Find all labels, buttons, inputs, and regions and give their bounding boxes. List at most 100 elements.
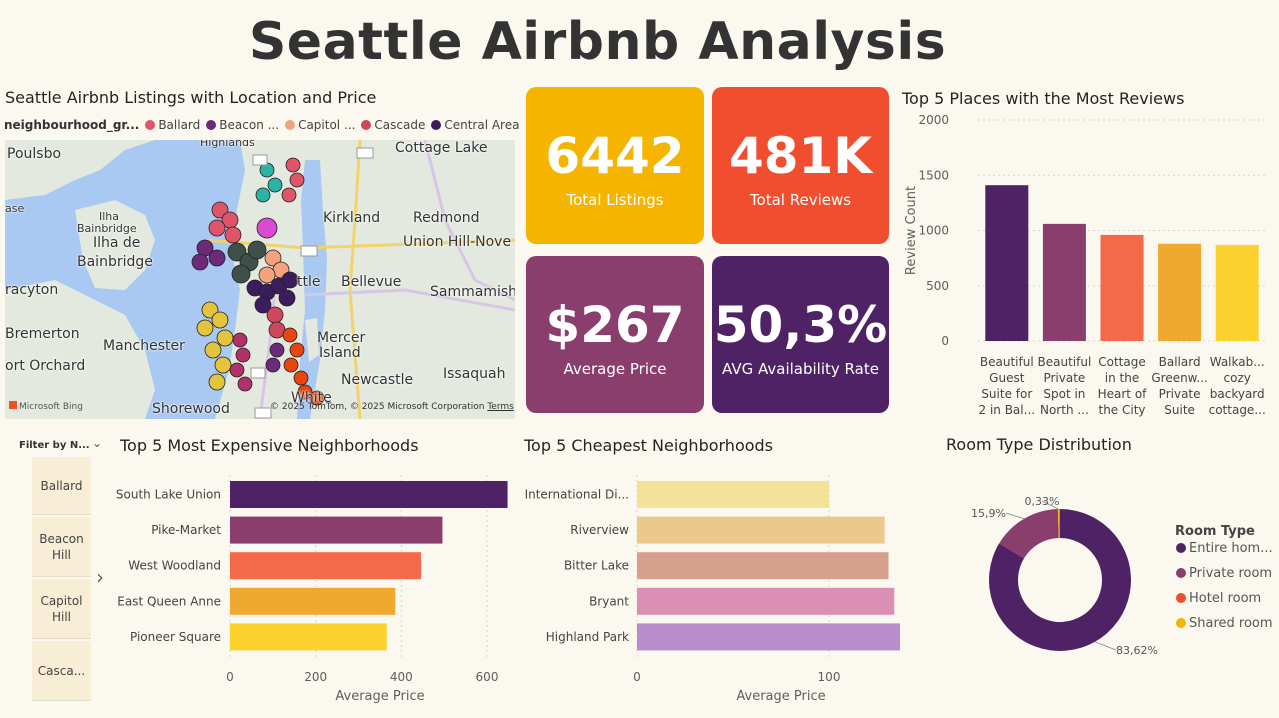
map-place: White (291, 390, 332, 406)
slicer-item-cascade[interactable]: Casca... (32, 641, 91, 701)
legend-label[interactable]: Beacon ... (219, 118, 280, 132)
legend-label: Entire hom... (1189, 541, 1273, 556)
total-listings-card: 6442 Total Listings (526, 87, 704, 244)
x-tick-label: 0 (633, 670, 641, 684)
leader-line (1094, 641, 1117, 651)
donut-slice (1057, 509, 1060, 539)
x-axis-title: Average Price (736, 689, 825, 704)
map-place: Shorewood (152, 401, 230, 417)
x-axis-title: Average Price (335, 689, 424, 704)
x-tick-label: cottage... (1209, 403, 1266, 417)
legend-label[interactable]: Cascade (374, 118, 426, 132)
leader-line (1041, 500, 1059, 510)
bar (637, 516, 885, 544)
card-value: $267 (545, 296, 685, 354)
y-tick-label: Bitter Lake (564, 559, 629, 573)
cheapest-chart-title: Top 5 Cheapest Neighborhoods (524, 436, 774, 455)
x-tick-label: Greenw... (1151, 371, 1208, 385)
legend-label[interactable]: Ballard (158, 118, 201, 132)
room-type-chart[interactable]: 83,62% 15,9% 0,33% Room Type Entire hom... Pr… (940, 470, 1275, 670)
map-place: Bremerton (5, 326, 80, 342)
x-tick-label: Suite (1164, 403, 1195, 417)
x-tick-label: 200 (304, 670, 327, 684)
data-label: 15,9% (971, 507, 1006, 520)
x-tick-label: Beautiful (980, 355, 1034, 369)
x-tick-label: 0 (226, 670, 234, 684)
legend-label: Hotel room (1189, 591, 1261, 606)
legend-dot (1176, 618, 1186, 628)
terms-link[interactable]: Terms (487, 402, 514, 412)
map-place: Issaquah (443, 366, 506, 382)
y-tick-label: Pioneer Square (130, 630, 221, 644)
legend-title: Room Type (1175, 524, 1255, 539)
data-label: 0,33% (1025, 495, 1060, 508)
legend-dot (285, 120, 296, 130)
bar (1215, 244, 1259, 341)
x-tick-label: Guest (989, 371, 1025, 385)
bar (230, 623, 387, 651)
x-tick-label: Private (1043, 371, 1085, 385)
legend-dot (431, 120, 442, 130)
bar (1042, 223, 1086, 341)
y-tick-label: East Queen Anne (117, 594, 221, 608)
map-place: Cottage Lake (395, 140, 488, 156)
average-price-card: $267 Average Price (526, 256, 704, 413)
y-tick-label: 1000 (918, 224, 949, 238)
bar (1100, 234, 1144, 341)
slicer-item-ballard[interactable]: Ballard (32, 457, 91, 515)
card-value: 6442 (545, 127, 685, 185)
card-label: Average Price (563, 360, 667, 378)
card-value: 481K (728, 127, 873, 185)
x-tick-label: cozy (1224, 371, 1251, 385)
x-tick-label: in the (1105, 371, 1139, 385)
map-place: Ilha de (93, 235, 141, 251)
legend-label: Private room (1189, 566, 1272, 581)
chevron-down-icon[interactable]: ⌄ (92, 436, 103, 450)
x-tick-label: 100 (818, 670, 841, 684)
listings-map[interactable]: Poulsbo Highlands Cottage Lake ase Ilha … (5, 140, 515, 419)
bar (230, 552, 422, 580)
map-place: Redmond (413, 210, 480, 226)
x-tick-label: Private (1159, 387, 1201, 401)
chevron-right-icon[interactable]: › (96, 565, 104, 589)
map-place: racyton (5, 282, 59, 298)
legend-dot (361, 120, 372, 130)
map-basemap (5, 140, 515, 419)
x-tick-label: the City (1098, 403, 1145, 417)
map-place: Bainbridge (77, 222, 137, 235)
card-value: 50,3% (713, 296, 888, 354)
map-place: Island (319, 345, 361, 361)
y-tick-label: Riverview (570, 523, 629, 537)
cheapest-chart[interactable]: 0 100 International Di... Riverview Bitter L… (520, 470, 915, 710)
legend-dot (145, 120, 156, 130)
map-place: ort Orchard (5, 358, 86, 374)
reviews-chart[interactable]: 0 500 1000 1500 2000 Review Count Beautiful Gue… (898, 110, 1274, 425)
map-place: Kirkland (323, 210, 381, 226)
bar (230, 481, 508, 508)
map-place: Newcastle (341, 372, 414, 388)
y-tick-label: South Lake Union (116, 488, 221, 502)
bar (637, 587, 895, 615)
map-legend-title: neighbourhood_gr... (4, 118, 140, 132)
expensive-chart[interactable]: 0 200 400 600 South Lake Union Pike-Market Wes… (110, 470, 520, 710)
y-axis-title: Review Count (904, 186, 919, 275)
y-tick-label: Pike-Market (151, 523, 221, 537)
page-title: Seattle Airbnb Analysis (248, 12, 947, 72)
availability-rate-card: 50,3% AVG Availability Rate (712, 256, 889, 413)
legend-dot (1176, 593, 1186, 603)
map-legend: neighbourhood_gr... Ballard Beacon ... Capi… (4, 118, 539, 132)
slicer-item-capitol-hill[interactable]: Capitol Hill (32, 579, 91, 639)
map-place: ttle (297, 274, 321, 290)
bar (1158, 243, 1202, 341)
y-tick-label: West Woodland (128, 559, 221, 573)
card-label: Total Listings (566, 191, 664, 209)
legend-label[interactable]: Capitol ... (298, 118, 356, 132)
legend-label[interactable]: Central Area (444, 118, 520, 132)
y-tick-label: Bryant (589, 594, 629, 608)
map-place: Manchester (103, 338, 185, 354)
legend-dot (1176, 568, 1186, 578)
reviews-chart-title: Top 5 Places with the Most Reviews (902, 89, 1185, 108)
leader-line (1005, 512, 1025, 520)
card-label: AVG Availability Rate (722, 360, 879, 378)
slicer-item-beacon-hill[interactable]: Beacon Hill (32, 517, 91, 577)
